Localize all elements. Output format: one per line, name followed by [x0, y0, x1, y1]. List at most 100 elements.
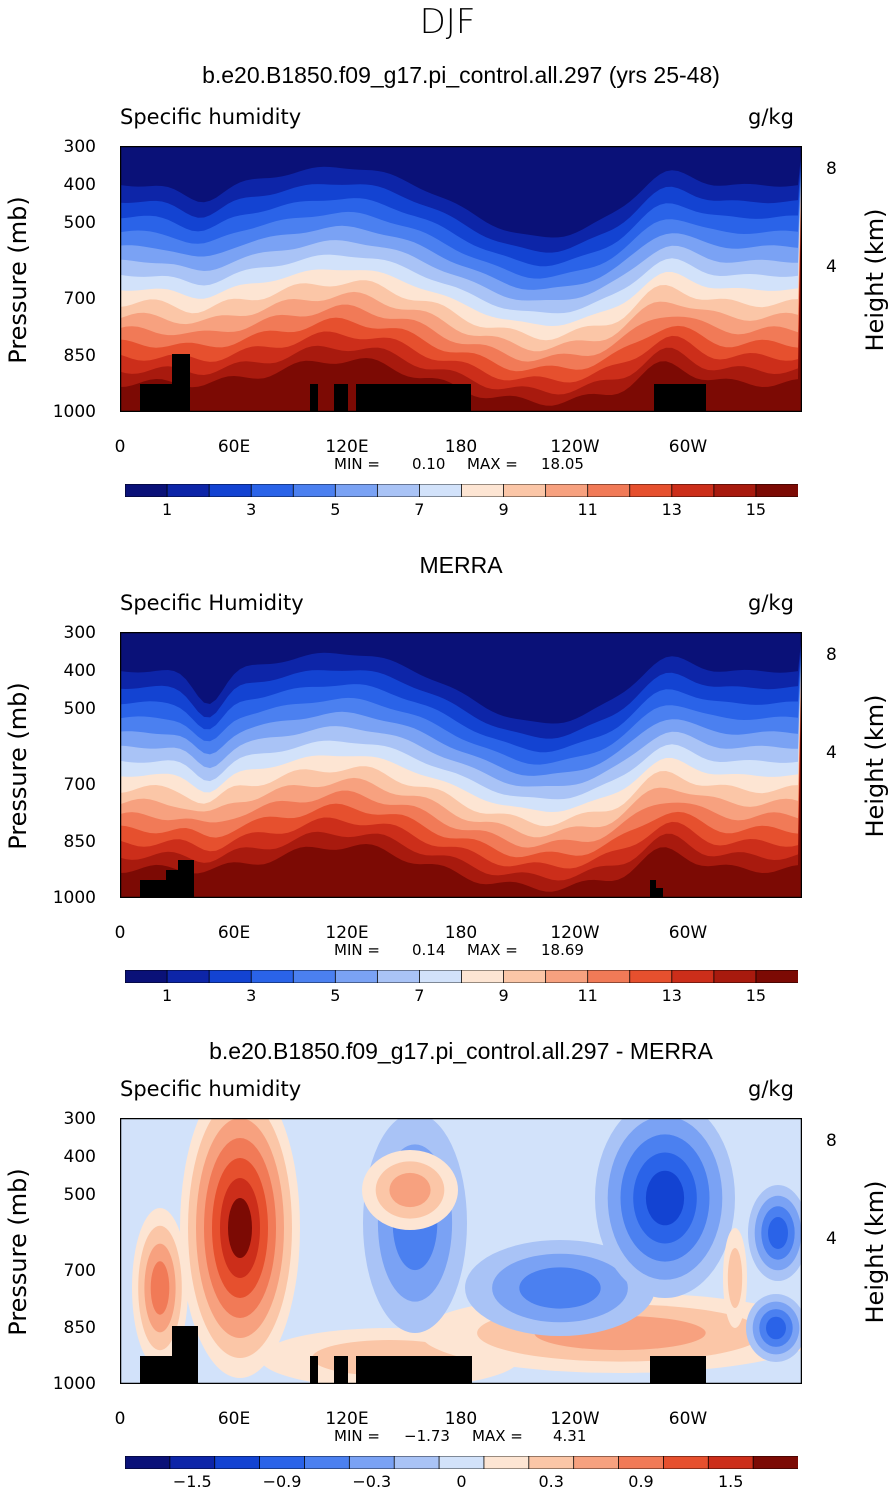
panel1-ylabel: Pressure (mb) [4, 196, 32, 364]
panel1-frame [120, 146, 802, 412]
panel2-colorbar [125, 970, 798, 983]
panel1-colorbar-box-7 [376, 484, 421, 497]
panel2-htick-4: 4 [826, 743, 837, 763]
panel1-xtick-60w: 60W [668, 437, 708, 457]
panel3-y2label: Height (km) [861, 1180, 889, 1324]
panel1-colorbar-label-8: 15 [745, 500, 767, 519]
panel1-colorbar-box-4 [250, 484, 295, 497]
panel2-colorbar-label-4: 7 [414, 986, 425, 1005]
panel2-colorbar-box-15 [713, 970, 757, 983]
panel1-colorbar-label-1: 1 [162, 500, 173, 519]
panel2-colorbar-box-4 [250, 970, 295, 983]
panel1-xtick-120w: 120W [550, 437, 600, 457]
panel3-colorbar-label-2: −0.9 [262, 1472, 302, 1491]
panel3-ytick-400: 400 [63, 1147, 96, 1167]
panel2-colorbar-box-14 [671, 970, 715, 983]
panel3-contour-10-3 [389, 1172, 431, 1208]
panel2-units: g/kg [748, 591, 794, 615]
panel2-colorbar-box-5 [292, 970, 337, 983]
season-title: DJF [419, 2, 476, 42]
panel1-ytick-300: 300 [63, 137, 96, 157]
panel3-colorbar-label-7: 1.5 [717, 1472, 744, 1491]
panel1-colorbar-label-4: 7 [414, 500, 425, 519]
panel2-ytick-850: 850 [63, 832, 96, 852]
panel3-max-label: MAX = [472, 1427, 523, 1445]
panel2-colorbar-box-1 [125, 970, 168, 983]
panel2-colorbar-label-1: 1 [162, 986, 173, 1005]
panel3-colorbar-box-10 [528, 1456, 575, 1469]
panel3-topography-6 [650, 1356, 706, 1384]
panel2-variable-label: Specific Humidity [120, 591, 304, 615]
panel1-colorbar-label-5: 9 [498, 500, 509, 519]
panel3-contour-7-5 [645, 1170, 685, 1226]
panel3-colorbar-box-13 [663, 1456, 710, 1469]
panel2-colorbar-box-12 [587, 970, 631, 983]
panel2-ylabel: Pressure (mb) [4, 682, 32, 850]
panel1-ytick-1000: 1000 [52, 402, 96, 422]
panel1-min-value: 0.10 [412, 455, 446, 473]
panel3-colorbar-label-6: 0.9 [628, 1472, 654, 1491]
panel3-ytick-850: 850 [63, 1318, 96, 1338]
panel1-contour-field [120, 146, 802, 412]
panel2-xtick-120e: 120E [325, 923, 369, 943]
panel2-ytick-500: 500 [63, 699, 96, 719]
panel1-units: g/kg [748, 105, 794, 129]
panel1-variable-label: Specific humidity [120, 105, 302, 129]
panel2-max-value: 18.69 [541, 941, 584, 959]
panel3-colorbar-box-3 [214, 1456, 261, 1469]
panel2-xtick-180: 180 [444, 923, 478, 943]
panel1-colorbar-box-6 [334, 484, 379, 497]
panel1-title: b.e20.B1850.f09_g17.pi_control.all.297 (… [202, 62, 720, 88]
panel2-colorbar-box-9 [461, 970, 505, 983]
panel3-contour-11-2 [727, 1248, 743, 1308]
panel3-min-label: MIN = [334, 1427, 380, 1445]
panel2-min-value: 0.14 [412, 941, 446, 959]
panel1-htick-8: 8 [826, 159, 837, 179]
panel1-colorbar-box-2 [166, 484, 211, 497]
panel3-colorbar-box-2 [169, 1456, 216, 1469]
panel2-colorbar-label-5: 9 [498, 986, 509, 1005]
panel3-colorbar-label-1: −1.5 [172, 1472, 212, 1491]
panel1-band-1 [120, 146, 802, 238]
panel2-ytick-700: 700 [63, 775, 96, 795]
panel1-colorbar [125, 484, 798, 497]
panel3-contour-field [120, 1118, 802, 1384]
panel3-colorbar-box-6 [348, 1456, 396, 1469]
panel2-ytick-400: 400 [63, 661, 96, 681]
panel1-colorbar-box-3 [208, 484, 253, 497]
panel2-band-1 [120, 632, 802, 724]
panel1-colorbar-box-1 [125, 484, 168, 497]
panel3-topography-3 [310, 1356, 318, 1384]
panel1-xtick-180: 180 [444, 437, 478, 457]
panel3-colorbar-box-4 [259, 1456, 306, 1469]
panel1-xtick-0: 0 [114, 437, 126, 457]
panel3-colorbar-box-8 [438, 1456, 485, 1469]
panel3-ytick-1000: 1000 [52, 1374, 96, 1394]
panel3-topography-1 [140, 1356, 176, 1384]
panel3-xtick-60e: 60E [217, 1409, 251, 1429]
panel2-colorbar-box-10 [503, 970, 547, 983]
panel3-ytick-700: 700 [63, 1261, 96, 1281]
panel3-colorbar-box-9 [483, 1456, 530, 1469]
panel1-topography-2 [172, 354, 190, 412]
panel3-contour-8-4 [768, 1217, 788, 1249]
panel3-contour-9-4 [766, 1316, 786, 1340]
panel3-contour-1-7 [228, 1198, 252, 1258]
panel2-colorbar-box-16 [755, 970, 798, 983]
panel3-max-value: 4.31 [553, 1427, 587, 1445]
panel1-xtick-60e: 60E [217, 437, 251, 457]
panel2-colorbar-label-8: 15 [745, 986, 767, 1005]
panel1-ytick-850: 850 [63, 346, 96, 366]
panel2-contour-field [120, 632, 802, 898]
panel1-htick-4: 4 [826, 257, 837, 277]
panel1-xtick-120e: 120E [325, 437, 369, 457]
panel1-ytick-500: 500 [63, 213, 96, 233]
panel1-colorbar-label-7: 13 [661, 500, 682, 519]
panel1-topography-3 [310, 384, 318, 412]
panel1-topography-1 [140, 384, 176, 412]
panel1-max-value: 18.05 [541, 455, 584, 473]
panel1-colorbar-label-2: 3 [246, 500, 257, 519]
panel1-colorbar-label-6: 11 [577, 500, 598, 519]
panel1-colorbar-label-3: 5 [330, 500, 341, 519]
panel3-colorbar-box-11 [573, 1456, 620, 1469]
